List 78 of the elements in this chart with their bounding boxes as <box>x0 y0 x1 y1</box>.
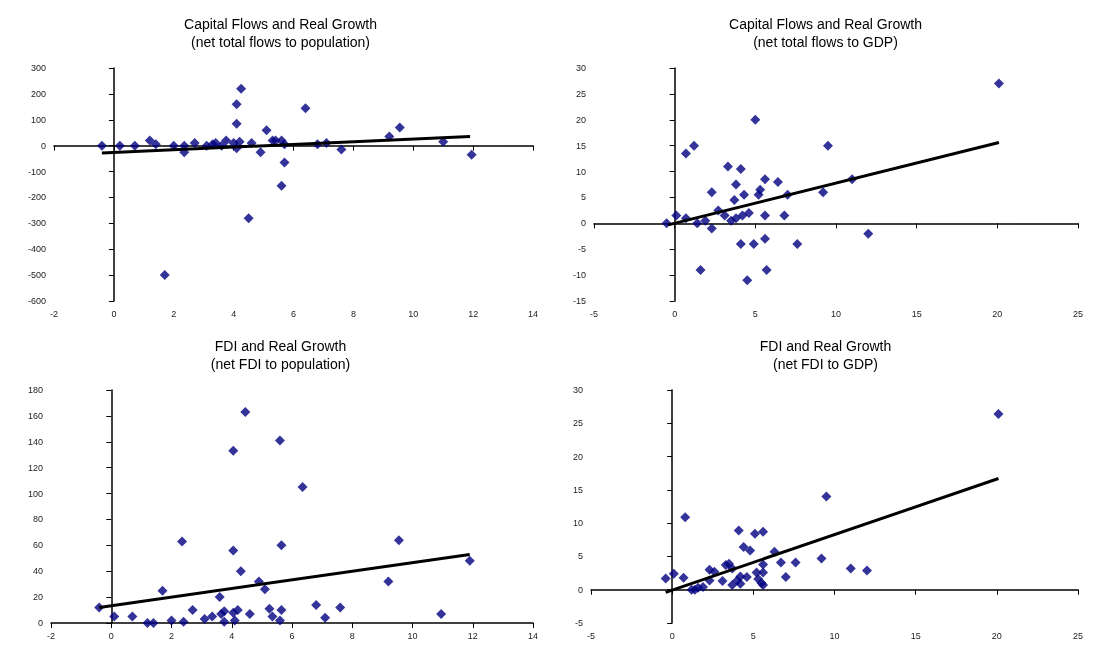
x-tick-label: 5 <box>752 308 758 319</box>
x-tick-label: 8 <box>350 308 356 319</box>
x-tick-label: 20 <box>992 308 1003 319</box>
x-tick-label: 25 <box>1072 308 1084 319</box>
x-tick-label: 15 <box>911 308 922 319</box>
y-tick-label: 0 <box>580 218 587 229</box>
y-tick-label: 5 <box>578 551 584 562</box>
x-tick-label: 4 <box>231 308 237 319</box>
y-tick-label: 300 <box>30 63 47 73</box>
x-tick-label: 0 <box>108 630 114 641</box>
x-tick-label: 6 <box>289 630 295 641</box>
y-tick-label: -500 <box>28 270 47 281</box>
x-tick-label: -2 <box>50 308 59 319</box>
y-tick-label: -300 <box>28 218 47 229</box>
y-tick-label: 100 <box>30 114 47 125</box>
x-tick-label: 12 <box>467 630 478 641</box>
x-tick-label: 10 <box>831 308 842 319</box>
y-tick-label: 15 <box>573 484 584 495</box>
x-tick-label: 4 <box>229 630 235 641</box>
x-tick-label: -5 <box>587 630 596 641</box>
y-tick-label: -5 <box>575 618 584 628</box>
x-tick-label: 0 <box>111 308 117 319</box>
y-tick-label: 140 <box>27 436 44 447</box>
y-tick-label: 20 <box>575 114 587 125</box>
x-tick-label: 0 <box>669 630 675 641</box>
chart-subtitle: (net total flows to population) <box>191 34 370 50</box>
x-tick-label: 25 <box>1072 630 1084 641</box>
y-tick-label: 100 <box>27 488 44 499</box>
y-tick-label: 30 <box>573 385 584 395</box>
chart-title: Capital Flows and Real Growth <box>184 16 377 32</box>
x-tick-label: 20 <box>991 630 1002 641</box>
y-tick-label: 0 <box>41 140 47 151</box>
y-tick-label: -400 <box>28 244 47 255</box>
y-tick-label: -15 <box>572 296 587 306</box>
x-tick-label: 2 <box>171 308 177 319</box>
x-tick-label: 5 <box>750 630 756 641</box>
x-tick-label: 6 <box>291 308 297 319</box>
x-tick-label: 10 <box>829 630 840 641</box>
y-tick-label: 40 <box>33 566 44 577</box>
x-tick-label: 10 <box>407 630 418 641</box>
y-tick-label: -600 <box>28 296 47 306</box>
y-tick-label: 30 <box>575 63 587 73</box>
y-tick-label: 20 <box>573 451 584 462</box>
chart-title: FDI and Real Growth <box>759 338 892 354</box>
y-tick-label: 25 <box>575 88 587 99</box>
y-tick-label: -10 <box>572 270 587 281</box>
y-tick-label: 20 <box>33 592 44 603</box>
x-tick-label: 15 <box>910 630 921 641</box>
y-tick-label: 10 <box>575 166 587 177</box>
y-tick-label: 0 <box>38 618 44 628</box>
x-tick-label: 2 <box>169 630 175 641</box>
y-tick-label: 25 <box>573 418 584 429</box>
chart-subtitle: (net FDI to GDP) <box>772 356 879 372</box>
x-tick-label: 14 <box>527 308 539 319</box>
y-tick-label: 60 <box>33 540 44 551</box>
x-tick-label: 0 <box>672 308 678 319</box>
y-tick-label: -5 <box>577 244 587 255</box>
x-tick-label: -2 <box>47 630 56 641</box>
x-tick-label: 8 <box>349 630 355 641</box>
chart-subtitle: (net total flows to GDP) <box>753 34 898 50</box>
y-tick-label: 180 <box>27 385 44 395</box>
y-tick-label: 120 <box>27 462 44 473</box>
y-tick-label: 160 <box>27 410 44 421</box>
y-tick-label: 0 <box>578 584 584 595</box>
chart-title: FDI and Real Growth <box>214 338 347 354</box>
y-tick-label: 5 <box>580 192 587 203</box>
x-tick-label: 12 <box>468 308 479 319</box>
y-tick-label: -200 <box>28 192 47 203</box>
x-tick-label: -5 <box>590 308 599 319</box>
y-tick-label: 10 <box>573 518 584 529</box>
x-tick-label: 10 <box>408 308 419 319</box>
chart-subtitle: (net FDI to population) <box>210 356 351 372</box>
y-tick-label: -100 <box>28 166 47 177</box>
x-tick-label: 14 <box>527 630 539 641</box>
y-tick-label: 80 <box>33 514 44 525</box>
chart-title: Capital Flows and Real Growth <box>729 16 922 32</box>
y-tick-label: 15 <box>575 140 587 151</box>
y-tick-label: 200 <box>30 88 47 99</box>
